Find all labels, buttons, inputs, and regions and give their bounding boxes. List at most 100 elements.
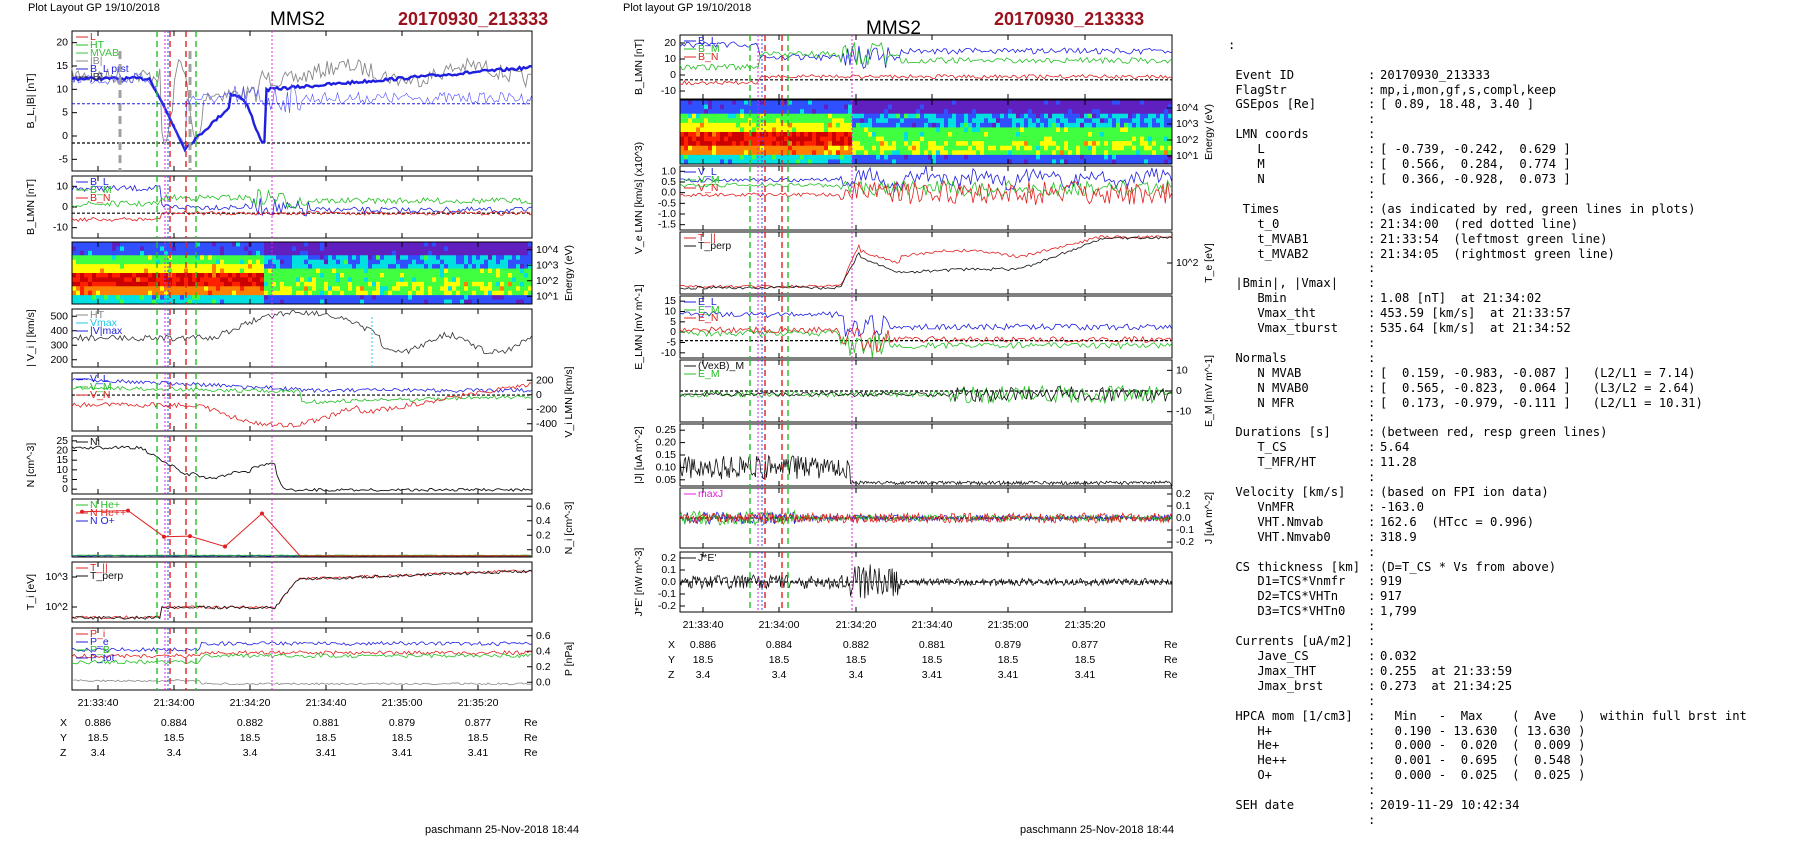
spectrogram-cell [1036, 118, 1041, 124]
spectrogram-cell [180, 242, 185, 247]
spectrogram-cell [284, 273, 289, 278]
spectrogram-cell [176, 281, 181, 287]
spectrogram-cell [444, 242, 449, 247]
spectrogram-cell [824, 159, 829, 165]
info-value: 318.9 [1380, 529, 1417, 544]
spectrogram-cell [460, 259, 465, 265]
spectrogram-cell [1116, 132, 1121, 138]
spectrogram-cell [128, 268, 133, 274]
spectrogram-cell [212, 250, 217, 256]
spectrogram-cell [1076, 118, 1081, 124]
spectrogram-cell [464, 250, 469, 256]
spectrogram-cell [1128, 136, 1133, 142]
spectrogram-cell [284, 250, 289, 256]
spectrogram-cell [956, 122, 961, 128]
spectrogram-cell [804, 109, 809, 115]
y-tick-label: -10 [661, 347, 676, 359]
spectrogram-cell [120, 286, 125, 292]
spectrogram-cell [424, 246, 429, 252]
spectrogram-cell [820, 113, 825, 119]
spectrogram-cell [492, 268, 497, 274]
spectrogram-cell [1120, 132, 1125, 138]
spectrogram-cell [368, 299, 373, 305]
info-colon: : [1368, 410, 1376, 425]
spectrogram-cell [244, 259, 249, 265]
spectrogram-cell [824, 132, 829, 138]
spectrogram-cell [500, 277, 505, 283]
spectrogram-cell [1060, 109, 1065, 115]
spectrogram-cell [720, 113, 725, 119]
spectrogram-cell [880, 150, 885, 156]
spectrogram-cell [88, 299, 93, 305]
spectrogram-cell [296, 286, 301, 292]
spectrogram-cell [872, 154, 877, 160]
spectrogram-cell [412, 246, 417, 252]
spectrogram-cell [688, 159, 693, 165]
info-key: N MFR [1228, 395, 1295, 410]
spectrogram-cell [968, 136, 973, 142]
spectrogram-cell [392, 242, 397, 247]
spectrogram-cell [96, 246, 101, 252]
spectrogram-cell [872, 127, 877, 133]
spectrogram-cell [76, 264, 81, 270]
spectrogram-cell [836, 154, 841, 160]
spectrogram-cell [804, 150, 809, 156]
spectrogram-cell [104, 281, 109, 287]
spectrogram-cell [108, 286, 113, 292]
spectrogram-cell [92, 281, 97, 287]
spectrogram-cell [208, 286, 213, 292]
spectrogram-cell [796, 154, 801, 160]
spectrogram-cell [988, 127, 993, 133]
spectrogram-cell [392, 295, 397, 301]
spectrogram-cell [968, 154, 973, 160]
spectrogram-cell [1104, 100, 1109, 106]
spectrogram-cell [84, 264, 89, 270]
spectrogram-cell [916, 122, 921, 128]
spectrogram-cell [812, 118, 817, 124]
spectrogram-cell [956, 104, 961, 110]
spectrogram-cell [440, 299, 445, 305]
spectrogram-cell [1132, 136, 1137, 142]
spectrogram-cell [692, 132, 697, 138]
info-colon: : [1368, 514, 1376, 529]
spectrogram-cell [320, 295, 325, 301]
spectrogram-cell [252, 255, 257, 261]
spectrogram-cell [1156, 150, 1161, 156]
spectrogram-cell [316, 242, 321, 247]
spectrogram-cell [1112, 141, 1117, 147]
spectrogram-cell [740, 141, 745, 147]
info-key: Jave_CS [1228, 648, 1309, 663]
spectrogram-cell [112, 268, 117, 274]
spectrogram-cell [760, 141, 765, 147]
info-row: T_CS:5.64 [1228, 440, 1747, 455]
spectrogram-cell [452, 255, 457, 261]
spectrogram-cell [1088, 154, 1093, 160]
spectrogram-cell [1088, 113, 1093, 119]
info-row: t_0:21:34:00 (red dotted line) [1228, 217, 1747, 232]
data-series [679, 179, 1173, 198]
spectrogram-cell [832, 100, 837, 106]
spectrogram-cell [1008, 145, 1013, 151]
legend-entry: E_M [698, 368, 720, 380]
spectrogram-cell [916, 154, 921, 160]
spectrogram-cell [1068, 113, 1073, 119]
spectrogram-cell [276, 281, 281, 287]
spectrogram-cell [88, 290, 93, 296]
time-tick-label: 21:33:40 [78, 697, 119, 709]
spectrogram-cell [784, 145, 789, 151]
spectrogram-cell [1004, 127, 1009, 133]
spectrogram-cell [844, 154, 849, 160]
he-plus-plus-marker [223, 544, 227, 549]
spectrogram-cell [304, 277, 309, 283]
spectrogram-cell [872, 100, 877, 106]
spectrogram-cell [452, 299, 457, 305]
spectrogram-cell [228, 250, 233, 256]
spectrogram-cell [380, 295, 385, 301]
spectrogram-cell [188, 250, 193, 256]
spectrogram-cell [480, 273, 485, 278]
orbit-value: 3.4 [167, 747, 182, 759]
spectrogram-cell [932, 113, 937, 119]
spectrogram-cell [740, 154, 745, 160]
spectrogram-cell [376, 281, 381, 287]
